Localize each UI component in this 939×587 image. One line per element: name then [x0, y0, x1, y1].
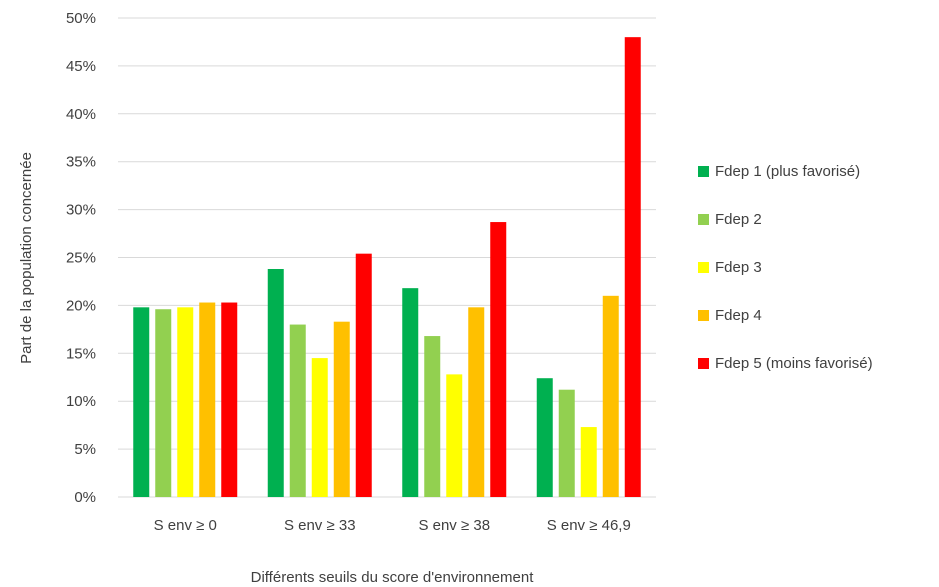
bar [133, 307, 150, 497]
legend-label: Fdep 4 [715, 307, 762, 324]
bar [424, 336, 441, 497]
bar [402, 288, 419, 497]
bar [289, 324, 306, 497]
bar [624, 37, 641, 497]
y-tick-label: 40% [66, 106, 96, 123]
bar [155, 309, 172, 497]
y-axis-title: Part de la population concernée [18, 152, 35, 364]
legend-label: Fdep 2 [715, 211, 762, 228]
bar [199, 302, 216, 497]
bar [333, 321, 350, 497]
legend-label: Fdep 3 [715, 259, 762, 276]
x-tick-label: S env ≥ 0 [154, 517, 217, 534]
bar [446, 374, 463, 497]
y-tick-labels: 0% 5% 10% 15% 20% 25% 30% 35% 40% 45% 50% [66, 10, 96, 506]
x-tick-label: S env ≥ 33 [284, 517, 356, 534]
x-tick-label: S env ≥ 46,9 [547, 517, 631, 534]
legend-swatch [698, 358, 709, 369]
x-tick-labels: S env ≥ 0 S env ≥ 33 S env ≥ 38 S env ≥ 46,… [154, 517, 631, 534]
y-tick-label: 25% [66, 250, 96, 267]
y-tick-label: 50% [66, 10, 96, 27]
legend-label: Fdep 5 (moins favorisé) [715, 355, 873, 372]
x-axis-title: Différents seuils du score d'environneme… [251, 569, 535, 586]
bar [490, 222, 507, 497]
gridlines [118, 17, 656, 498]
y-tick-label: 15% [66, 345, 96, 362]
bar [558, 389, 575, 497]
bar [536, 378, 553, 497]
legend-label: Fdep 1 (plus favorisé) [715, 163, 860, 180]
y-tick-label: 20% [66, 297, 96, 314]
x-tick-label: S env ≥ 38 [418, 517, 490, 534]
legend-swatch [698, 166, 709, 177]
legend-swatch [698, 214, 709, 225]
y-tick-label: 45% [66, 58, 96, 75]
bar [221, 302, 238, 497]
bar [311, 358, 328, 497]
legend-swatch [698, 262, 709, 273]
legend-swatch [698, 310, 709, 321]
y-tick-label: 30% [66, 202, 96, 219]
bar [602, 295, 619, 497]
y-tick-label: 0% [74, 489, 96, 506]
bar [580, 427, 597, 497]
y-tick-label: 10% [66, 393, 96, 410]
bar [177, 307, 194, 497]
bar [355, 253, 372, 497]
bars [133, 37, 641, 497]
y-tick-label: 35% [66, 154, 96, 171]
bar [468, 307, 485, 497]
bar [267, 268, 284, 497]
y-tick-label: 5% [74, 441, 96, 458]
legend: Fdep 1 (plus favorisé) Fdep 2 Fdep 3 Fdep 4… [698, 163, 873, 372]
